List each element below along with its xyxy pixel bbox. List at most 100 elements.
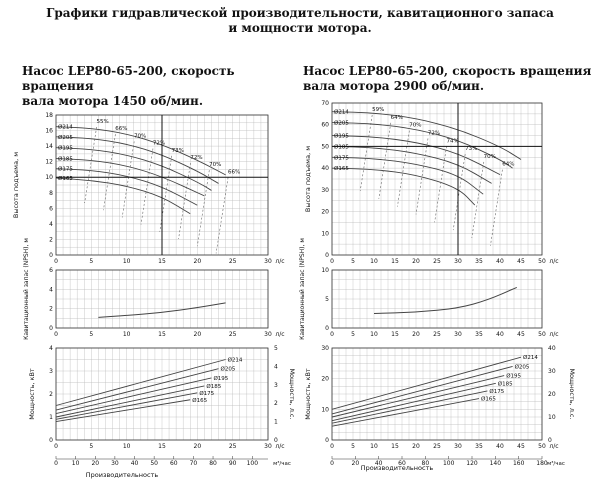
left-head-efficiency-line (84, 126, 97, 204)
right-head-x-tick-label: 0 (330, 258, 334, 265)
right-head-x-tick-label: 45 (517, 258, 525, 265)
left-head-curve (55, 158, 205, 197)
right-power-m3-tick-label: 60 (398, 460, 406, 467)
right-head-efficiency-line (397, 130, 410, 207)
left-head-efficiency-label: 70% (209, 162, 221, 168)
right-head-efficiency-label: 73% (465, 146, 477, 152)
right-head-x-tick-label: 15 (391, 258, 399, 265)
left-head-curve (55, 147, 212, 191)
right-power-m3-tick-label: 0 (330, 460, 334, 467)
right-npsh-x-tick-label: 35 (475, 331, 483, 338)
left-power-x-tick-label: 5 (89, 443, 93, 450)
right-npsh-x-unit-label: л/с (549, 331, 558, 338)
right-head-frame (331, 102, 543, 256)
left-head-y-tick-label: 16 (45, 128, 53, 135)
right-head-x-tick-label: 50 (538, 258, 546, 265)
left-power-m3-tick-label: 70 (190, 460, 198, 467)
right-power-curve (331, 356, 522, 410)
right-npsh-y-tick-label: 10 (321, 267, 329, 274)
right-head-efficiency-line (490, 169, 503, 246)
right-power-x-tick-label: 5 (351, 443, 355, 450)
left-head-efficiency-label: 55% (97, 119, 109, 125)
left-npsh-curve (98, 302, 226, 318)
right-head-efficiency-line (378, 122, 392, 199)
right-head-efficiency-label: 64% (502, 162, 514, 168)
right-power-m3-tick-label: 40 (375, 460, 383, 467)
right-power-x-tick-label: 0 (330, 443, 334, 450)
left-power-m3-tick-label: 80 (209, 460, 217, 467)
left-power-curve (55, 399, 191, 423)
left-npsh-y-tick-label: 6 (49, 267, 53, 274)
left-head-efficiency-line (140, 148, 154, 225)
right-head-efficiency-label: 72% (428, 130, 440, 136)
right-power-curve (331, 398, 480, 427)
right-power-curve-label: Ø214 (523, 354, 538, 361)
left-power-curve-label: Ø175 (199, 390, 214, 397)
right-head-curve-label: Ø195 (334, 133, 349, 140)
right-panel-title: Насос LEP80-65-200, скорость вращения ва… (303, 64, 598, 94)
left-npsh-ylabel: Кавитационный запас (NPSH), м (23, 238, 30, 340)
left-head-y-tick-label: 12 (45, 159, 53, 166)
right-power-curve-label: Ø195 (506, 373, 521, 380)
left-head-efficiency-label: 73% (172, 148, 184, 154)
left-power-curve (55, 377, 212, 414)
left-power-y2-tick-label: 4 (274, 363, 278, 370)
right-power-x-tick-label: 50 (538, 443, 546, 450)
left-power-y-tick-label: 0 (49, 437, 53, 444)
right-power-y-tick-label: 20 (321, 376, 329, 383)
left-power-y-tick-label: 3 (49, 368, 53, 375)
right-power-x-tick-label: 30 (454, 443, 462, 450)
left-title-line-1: Насос LEP80-65-200, скорость вращения (22, 64, 235, 93)
left-power-curve (55, 392, 198, 420)
left-power-curve (55, 359, 226, 406)
right-npsh-x-tick-label: 15 (391, 331, 399, 338)
right-head-y-tick-label: 0 (325, 252, 329, 259)
left-head-curve-label: Ø165 (58, 175, 73, 182)
right-head-efficiency-line (452, 154, 466, 231)
right-head-y-tick-label: 40 (321, 165, 329, 172)
left-power-m3-tick-label: 90 (229, 460, 237, 467)
right-head-curve-label: Ø214 (334, 109, 349, 116)
left-head-curve-label: Ø175 (58, 166, 73, 173)
left-head-curve-label: Ø195 (58, 145, 73, 152)
right-power-x-tick-label: 40 (496, 443, 504, 450)
left-power-y2-tick-label: 2 (274, 400, 278, 407)
right-power-chart: 0 5 10 15 20 25 30 35 40 45 50 л/с0102030Ø214Ø205Ø1… (304, 345, 576, 472)
right-power-x-tick-label: 15 (391, 443, 399, 450)
left-head-y-tick-label: 2 (49, 236, 53, 243)
left-power-curve-label: Ø165 (192, 397, 207, 404)
right-head-x-tick-label: 30 (454, 258, 462, 265)
left-head-efficiency-line (197, 170, 210, 247)
right-head-x-tick-label: 35 (475, 258, 483, 265)
right-npsh-x-tick-label: 30 (454, 331, 462, 338)
right-head-efficiency-label: 70% (409, 123, 421, 129)
left-head-x-tick-label: 5 (89, 258, 93, 265)
left-head-efficiency-label: 70% (134, 133, 146, 139)
left-head-y-tick-label: 6 (49, 205, 53, 212)
left-head-curve-label: Ø185 (58, 156, 73, 163)
left-head-efficiency-label: 66% (115, 126, 127, 132)
right-power-curve-label: Ø205 (515, 363, 530, 370)
left-npsh-x-unit-label: л/с (275, 331, 284, 338)
left-power-ylabel-left: Мощность, кВт (28, 368, 36, 420)
header-line-1: Графики гидравлической производительност… (46, 6, 554, 20)
right-power-curve (331, 365, 513, 415)
right-head-efficiency-label: 70% (484, 154, 496, 160)
left-npsh-x-tick-label: 20 (194, 331, 202, 338)
left-head-x-tick-label: 20 (194, 258, 202, 265)
right-power-x-tick-label: 35 (475, 443, 483, 450)
right-power-m3-tick-label: 180 (536, 460, 548, 467)
left-power-y-tick-label: 4 (49, 345, 53, 352)
right-head-efficiency-line (434, 146, 447, 223)
right-power-curve (331, 375, 505, 418)
left-power-y-tick-label: 1 (49, 414, 53, 421)
right-head-y-tick-label: 60 (321, 122, 329, 129)
left-npsh-x-tick-label: 25 (229, 331, 237, 338)
right-npsh-y-tick-label: 0 (325, 325, 329, 332)
right-power-curve (331, 390, 488, 424)
right-power-m3-tick-label: 20 (352, 460, 360, 467)
right-npsh-x-tick-label: 10 (370, 331, 378, 338)
right-head-x-tick-label: 25 (433, 258, 441, 265)
right-power-x-unit-label: л/с (549, 443, 558, 450)
